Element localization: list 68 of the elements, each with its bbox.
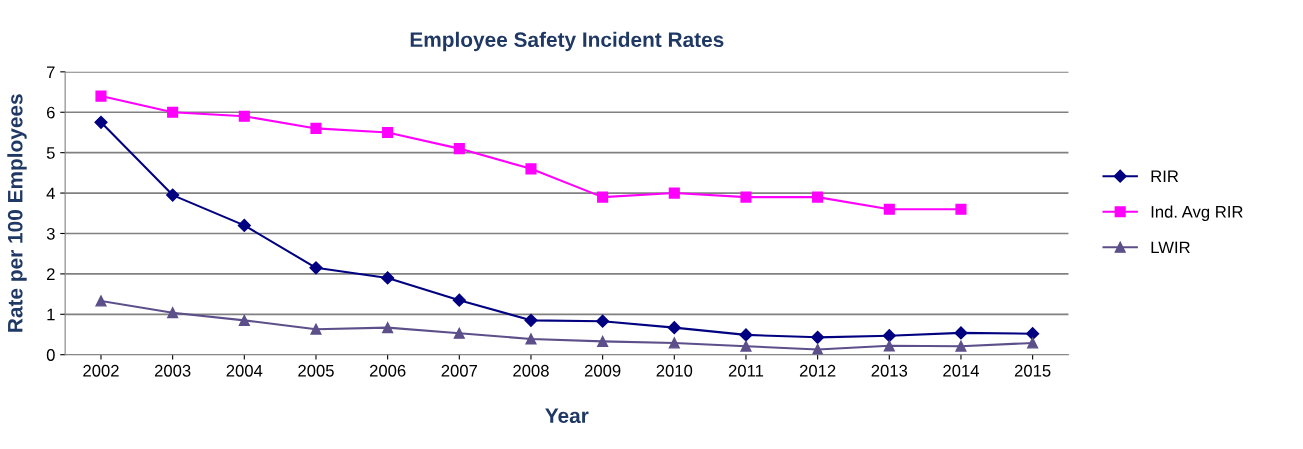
- x-tick-label: 2008: [513, 364, 549, 377]
- legend-label: RIR: [1151, 170, 1179, 183]
- y-axis-title: Rate per 100 Employees: [7, 94, 27, 332]
- point: [95, 90, 107, 102]
- point: [597, 335, 609, 347]
- point: [883, 203, 895, 215]
- point: [167, 106, 179, 118]
- point: [166, 188, 180, 202]
- x-tick-label: 2013: [871, 364, 908, 377]
- point: [524, 313, 538, 327]
- point: [955, 203, 967, 215]
- point: [955, 340, 967, 352]
- point: [597, 191, 609, 203]
- x-tick-label: 2015: [1014, 364, 1051, 377]
- x-tick-label: 2007: [441, 364, 478, 377]
- point: [525, 333, 537, 345]
- point: [452, 293, 466, 307]
- y-tick-label: 7: [47, 66, 55, 78]
- x-tick-label: 2002: [83, 364, 119, 377]
- x-tick-label: 2014: [943, 364, 980, 377]
- x-tick-label: 2009: [584, 364, 621, 377]
- point: [883, 340, 895, 352]
- x-tick-label: 2004: [226, 364, 263, 377]
- point: [453, 143, 465, 155]
- x-tick-label: 2003: [154, 364, 191, 377]
- legend-label: LWIR: [1151, 241, 1190, 254]
- x-tick-label: 2005: [298, 364, 334, 377]
- point: [525, 163, 537, 175]
- y-tick-label: 5: [46, 147, 55, 159]
- x-tick-label: 2006: [369, 364, 406, 377]
- x-tick-label: 2011: [728, 364, 764, 377]
- point: [94, 115, 108, 129]
- point: [453, 327, 465, 339]
- point: [95, 295, 107, 307]
- point: [668, 187, 680, 199]
- y-tick-label: 1: [47, 308, 55, 321]
- y-tick-label: 4: [46, 187, 55, 200]
- point: [238, 314, 250, 326]
- y-tick-label: 0: [46, 349, 55, 361]
- point: [667, 321, 681, 335]
- point: [596, 314, 610, 328]
- point: [812, 191, 824, 203]
- point: [954, 326, 968, 340]
- y-tick-label: 6: [47, 106, 55, 119]
- legend-label: Ind. Avg RIR: [1151, 205, 1243, 222]
- point: [739, 328, 753, 342]
- point: [167, 307, 179, 319]
- point: [382, 126, 394, 139]
- x-tick-label: 2010: [656, 364, 693, 377]
- point: [668, 337, 680, 349]
- point: [310, 122, 322, 134]
- point: [1027, 337, 1039, 349]
- point: [310, 323, 322, 335]
- point: [740, 191, 752, 203]
- y-tick-label: 2: [47, 268, 55, 280]
- point: [381, 271, 395, 285]
- point: [811, 330, 825, 344]
- point: [882, 329, 896, 343]
- point: [237, 218, 251, 232]
- y-tick-label: 3: [46, 227, 55, 240]
- point: [1026, 327, 1040, 341]
- point: [382, 322, 394, 334]
- point: [309, 261, 323, 275]
- point: [740, 340, 752, 352]
- x-axis-title: Year: [545, 408, 589, 424]
- x-tick-label: 2012: [799, 364, 836, 377]
- point: [238, 110, 250, 122]
- chart-title: Employee Safety Incident Rates: [410, 31, 724, 52]
